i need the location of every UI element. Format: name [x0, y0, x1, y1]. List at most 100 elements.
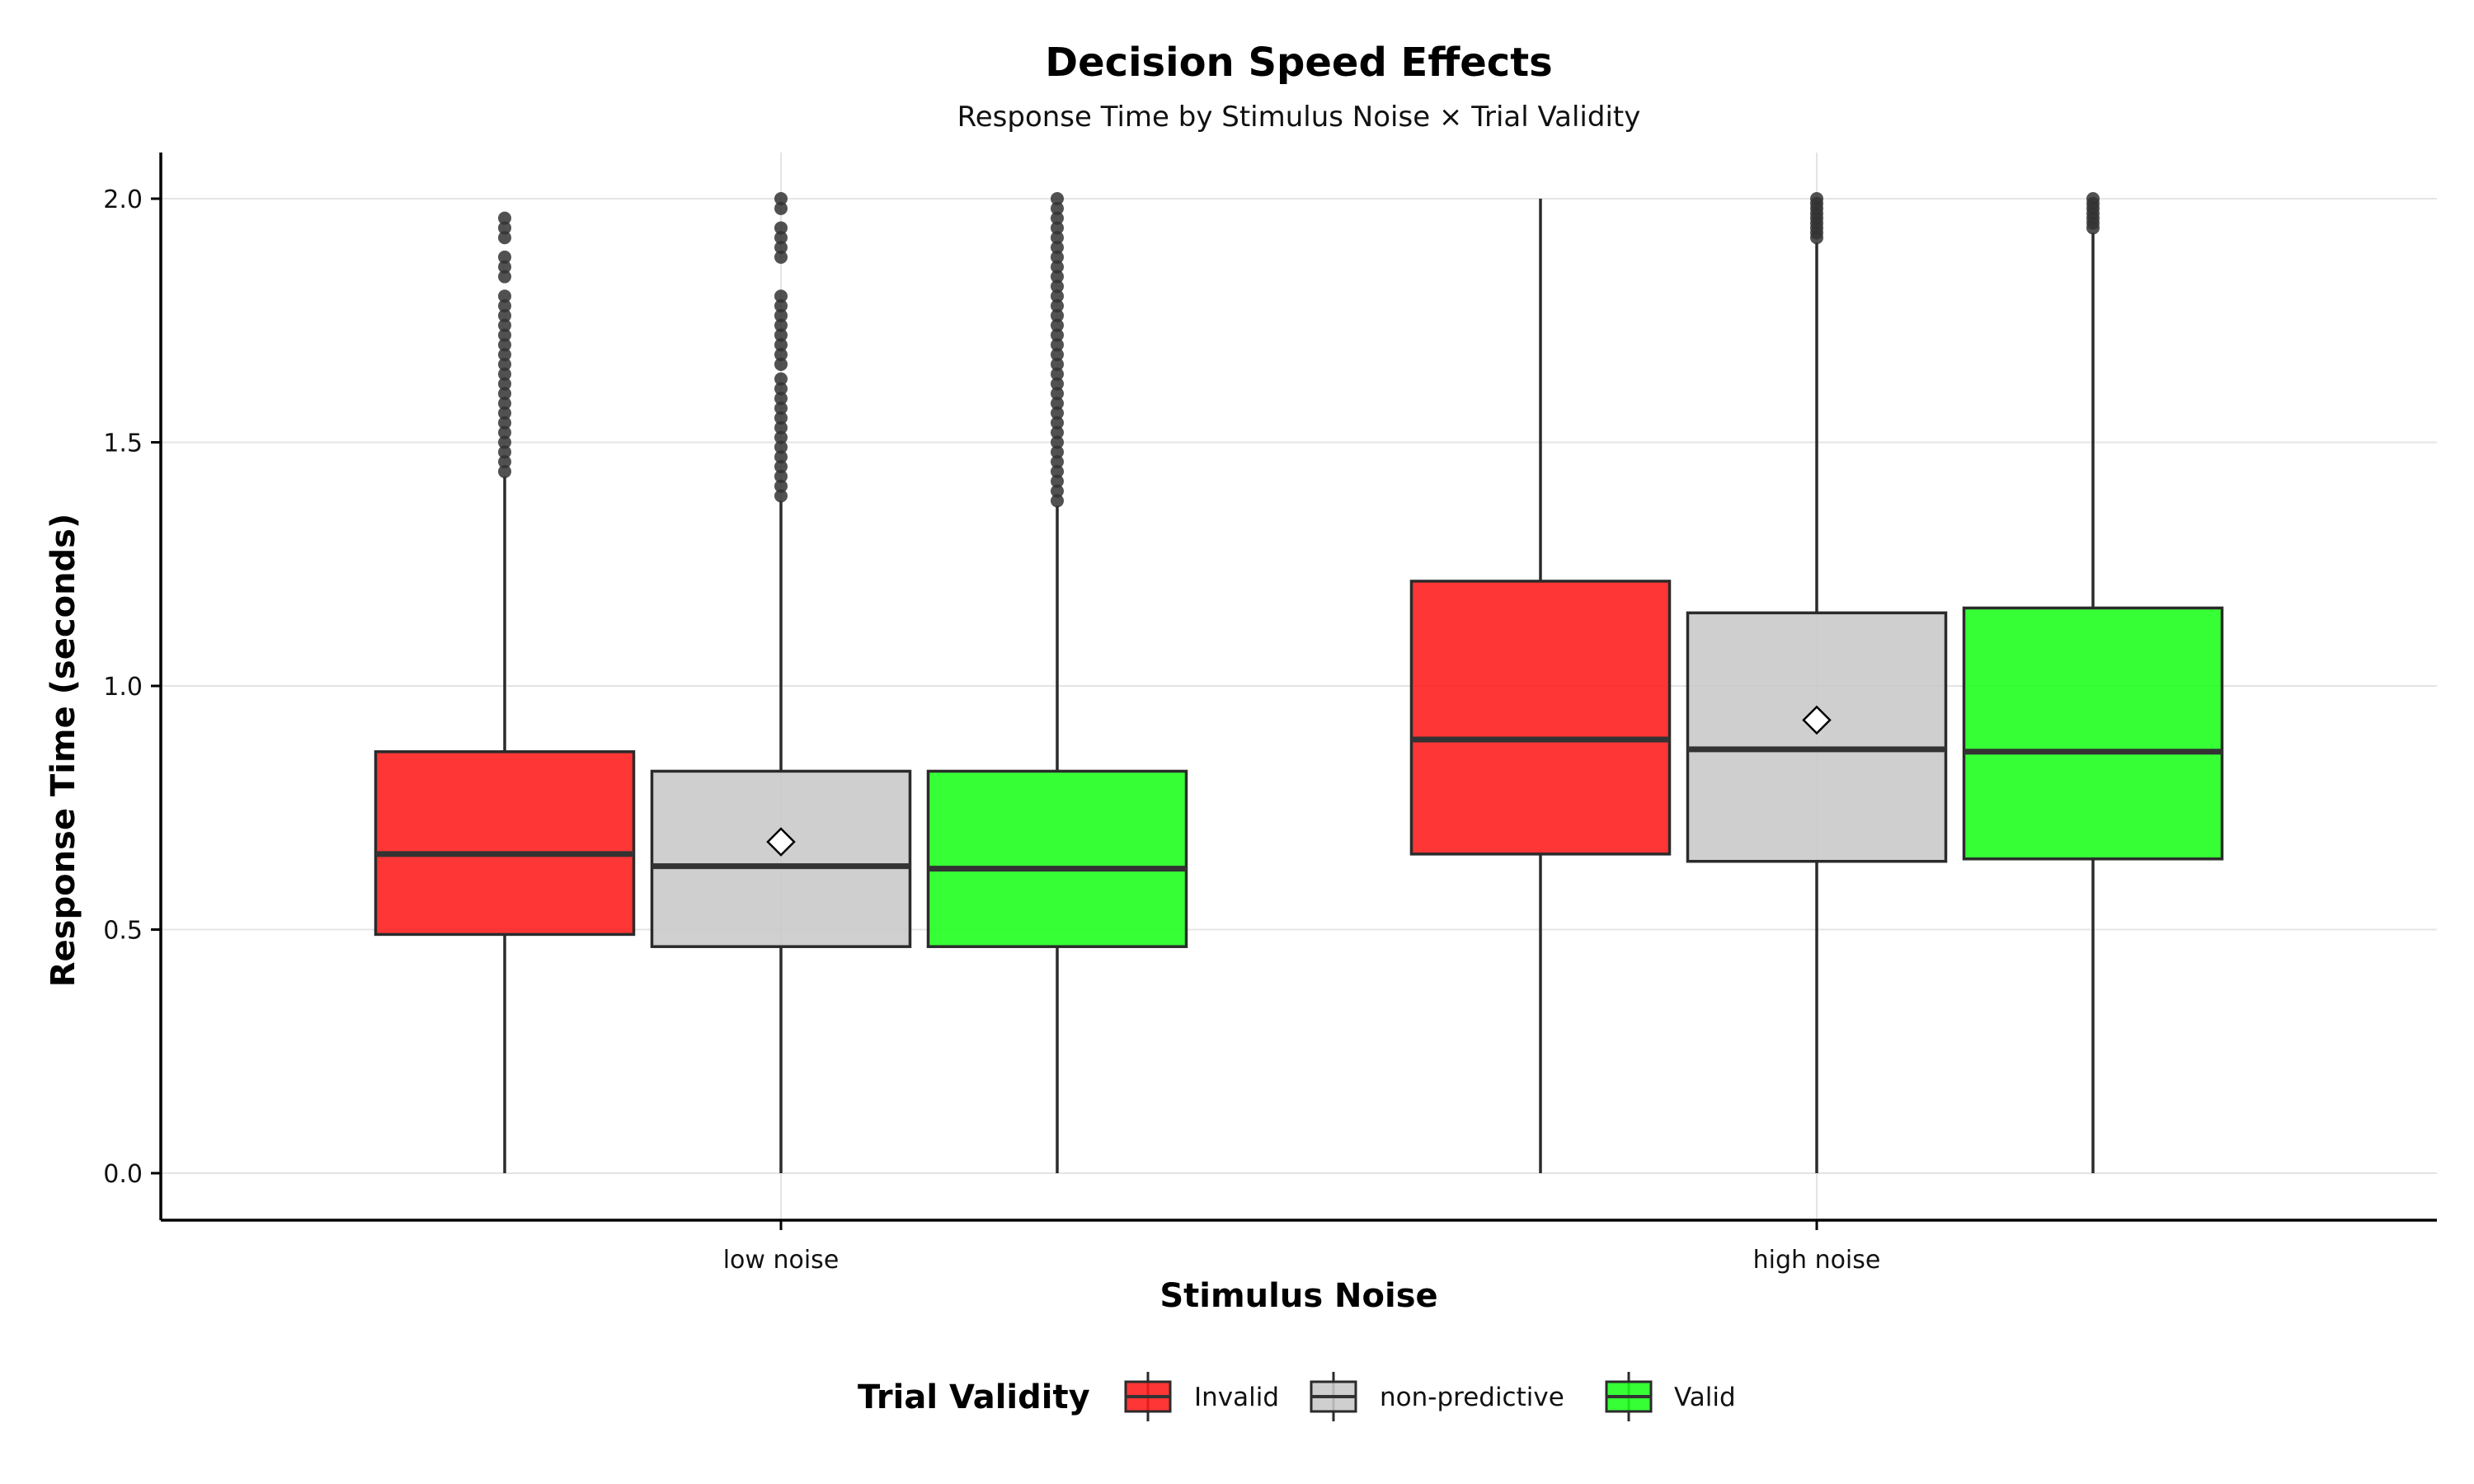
ticks: 0.0 0.5 1.0 1.5 2.0 low noise high noise — [103, 186, 1880, 1275]
outlier-point — [774, 328, 788, 342]
outlier-point — [774, 450, 788, 464]
legend-item-non-predictive: non-predictive — [1310, 1372, 1564, 1421]
legend-item-Invalid: Invalid — [1124, 1372, 1279, 1421]
outlier-point — [498, 250, 511, 264]
legend-label: Invalid — [1194, 1383, 1279, 1412]
y-tick-label: 1.5 — [103, 430, 143, 458]
outlier-point — [498, 338, 511, 352]
mean-marker — [766, 827, 796, 857]
outlier-point — [774, 231, 788, 245]
outlier-point — [1051, 279, 1064, 294]
outlier-point — [1051, 250, 1064, 264]
outlier-point — [498, 435, 511, 449]
box-body — [374, 750, 636, 937]
outlier-point — [774, 221, 788, 235]
chart-subtitle: Response Time by Stimulus Noise × Trial … — [957, 101, 1641, 134]
outlier-point — [774, 440, 788, 454]
outlier-point — [774, 372, 788, 386]
outlier-point — [1051, 387, 1064, 401]
outlier-point — [1051, 318, 1064, 332]
outlier-point — [774, 392, 788, 406]
outlier-point — [774, 357, 788, 371]
outlier-point — [774, 430, 788, 444]
outlier-point — [498, 397, 511, 411]
outlier-point — [1051, 406, 1064, 420]
chart-title: Decision Speed Effects — [1045, 40, 1553, 86]
outlier-point — [1051, 348, 1064, 362]
box-body — [1686, 611, 1948, 863]
outlier-point — [774, 382, 788, 396]
outlier-point — [774, 318, 788, 332]
outlier-point — [774, 402, 788, 416]
outlier-point — [1051, 192, 1064, 205]
box-body — [1409, 580, 1672, 856]
outlier-point — [1051, 308, 1064, 322]
outlier-point — [1051, 299, 1064, 313]
legend: Trial Validity Invalid non-predictive Vali… — [858, 1372, 1736, 1421]
outlier-point — [1810, 192, 1823, 205]
outlier-point — [1051, 464, 1064, 478]
outlier-point — [498, 221, 511, 235]
outlier-point — [498, 328, 511, 342]
outlier-point — [498, 425, 511, 439]
outlier-point — [498, 387, 511, 401]
box-Valid-high noise — [1962, 192, 2224, 1173]
outlier-point — [774, 479, 788, 493]
outlier-point — [774, 192, 788, 205]
outlier-point — [774, 241, 788, 255]
outlier-point — [498, 231, 511, 245]
boxes — [374, 192, 2224, 1173]
y-tick-label: 0.5 — [103, 917, 143, 946]
outlier-point — [774, 308, 788, 322]
x-tick-label: high noise — [1753, 1246, 1881, 1275]
box-Invalid-high noise — [1409, 199, 1672, 1173]
box-body — [926, 769, 1188, 948]
box-Valid-low noise — [926, 192, 1188, 1173]
outlier-point — [774, 338, 788, 352]
outlier-point — [1051, 377, 1064, 391]
outlier-point — [498, 455, 511, 469]
mean-marker — [1802, 705, 1832, 735]
legend-label: Valid — [1674, 1383, 1736, 1412]
outlier-point — [1051, 397, 1064, 411]
outlier-point — [1051, 445, 1064, 459]
y-tick-label: 0.0 — [103, 1160, 143, 1189]
legend-label: non-predictive — [1380, 1383, 1564, 1412]
outlier-point — [1051, 357, 1064, 371]
outlier-point — [774, 420, 788, 434]
outlier-point — [498, 260, 511, 274]
outlier-point — [1051, 474, 1064, 488]
y-tick-label: 1.0 — [103, 673, 143, 702]
box-non-predictive-high noise — [1686, 192, 1948, 1173]
outlier-point — [1051, 338, 1064, 352]
legend-item-Valid: Valid — [1605, 1372, 1736, 1421]
y-axis-title: Response Time (seconds) — [45, 514, 82, 988]
outlier-point — [774, 201, 788, 215]
outlier-point — [774, 489, 788, 503]
outlier-point — [498, 445, 511, 459]
outlier-point — [774, 460, 788, 474]
outlier-point — [1051, 455, 1064, 469]
x-tick-label: low noise — [723, 1246, 840, 1275]
outlier-point — [1051, 231, 1064, 245]
outlier-point — [1051, 328, 1064, 342]
outlier-point — [1051, 416, 1064, 430]
outlier-point — [1051, 494, 1064, 508]
outlier-point — [1051, 241, 1064, 255]
outlier-point — [498, 211, 511, 225]
outlier-point — [774, 289, 788, 303]
box-Invalid-low noise — [374, 211, 636, 1173]
outlier-point — [774, 250, 788, 264]
outlier-point — [498, 377, 511, 391]
outlier-point — [1051, 484, 1064, 498]
box-non-predictive-low noise — [650, 192, 912, 1173]
outlier-point — [498, 318, 511, 332]
y-tick-label: 2.0 — [103, 186, 143, 214]
outlier-point — [498, 464, 511, 478]
box-body — [650, 769, 912, 948]
outlier-point — [498, 357, 511, 371]
box-body — [1962, 606, 2224, 861]
outlier-point — [498, 348, 511, 362]
outlier-point — [498, 270, 511, 284]
